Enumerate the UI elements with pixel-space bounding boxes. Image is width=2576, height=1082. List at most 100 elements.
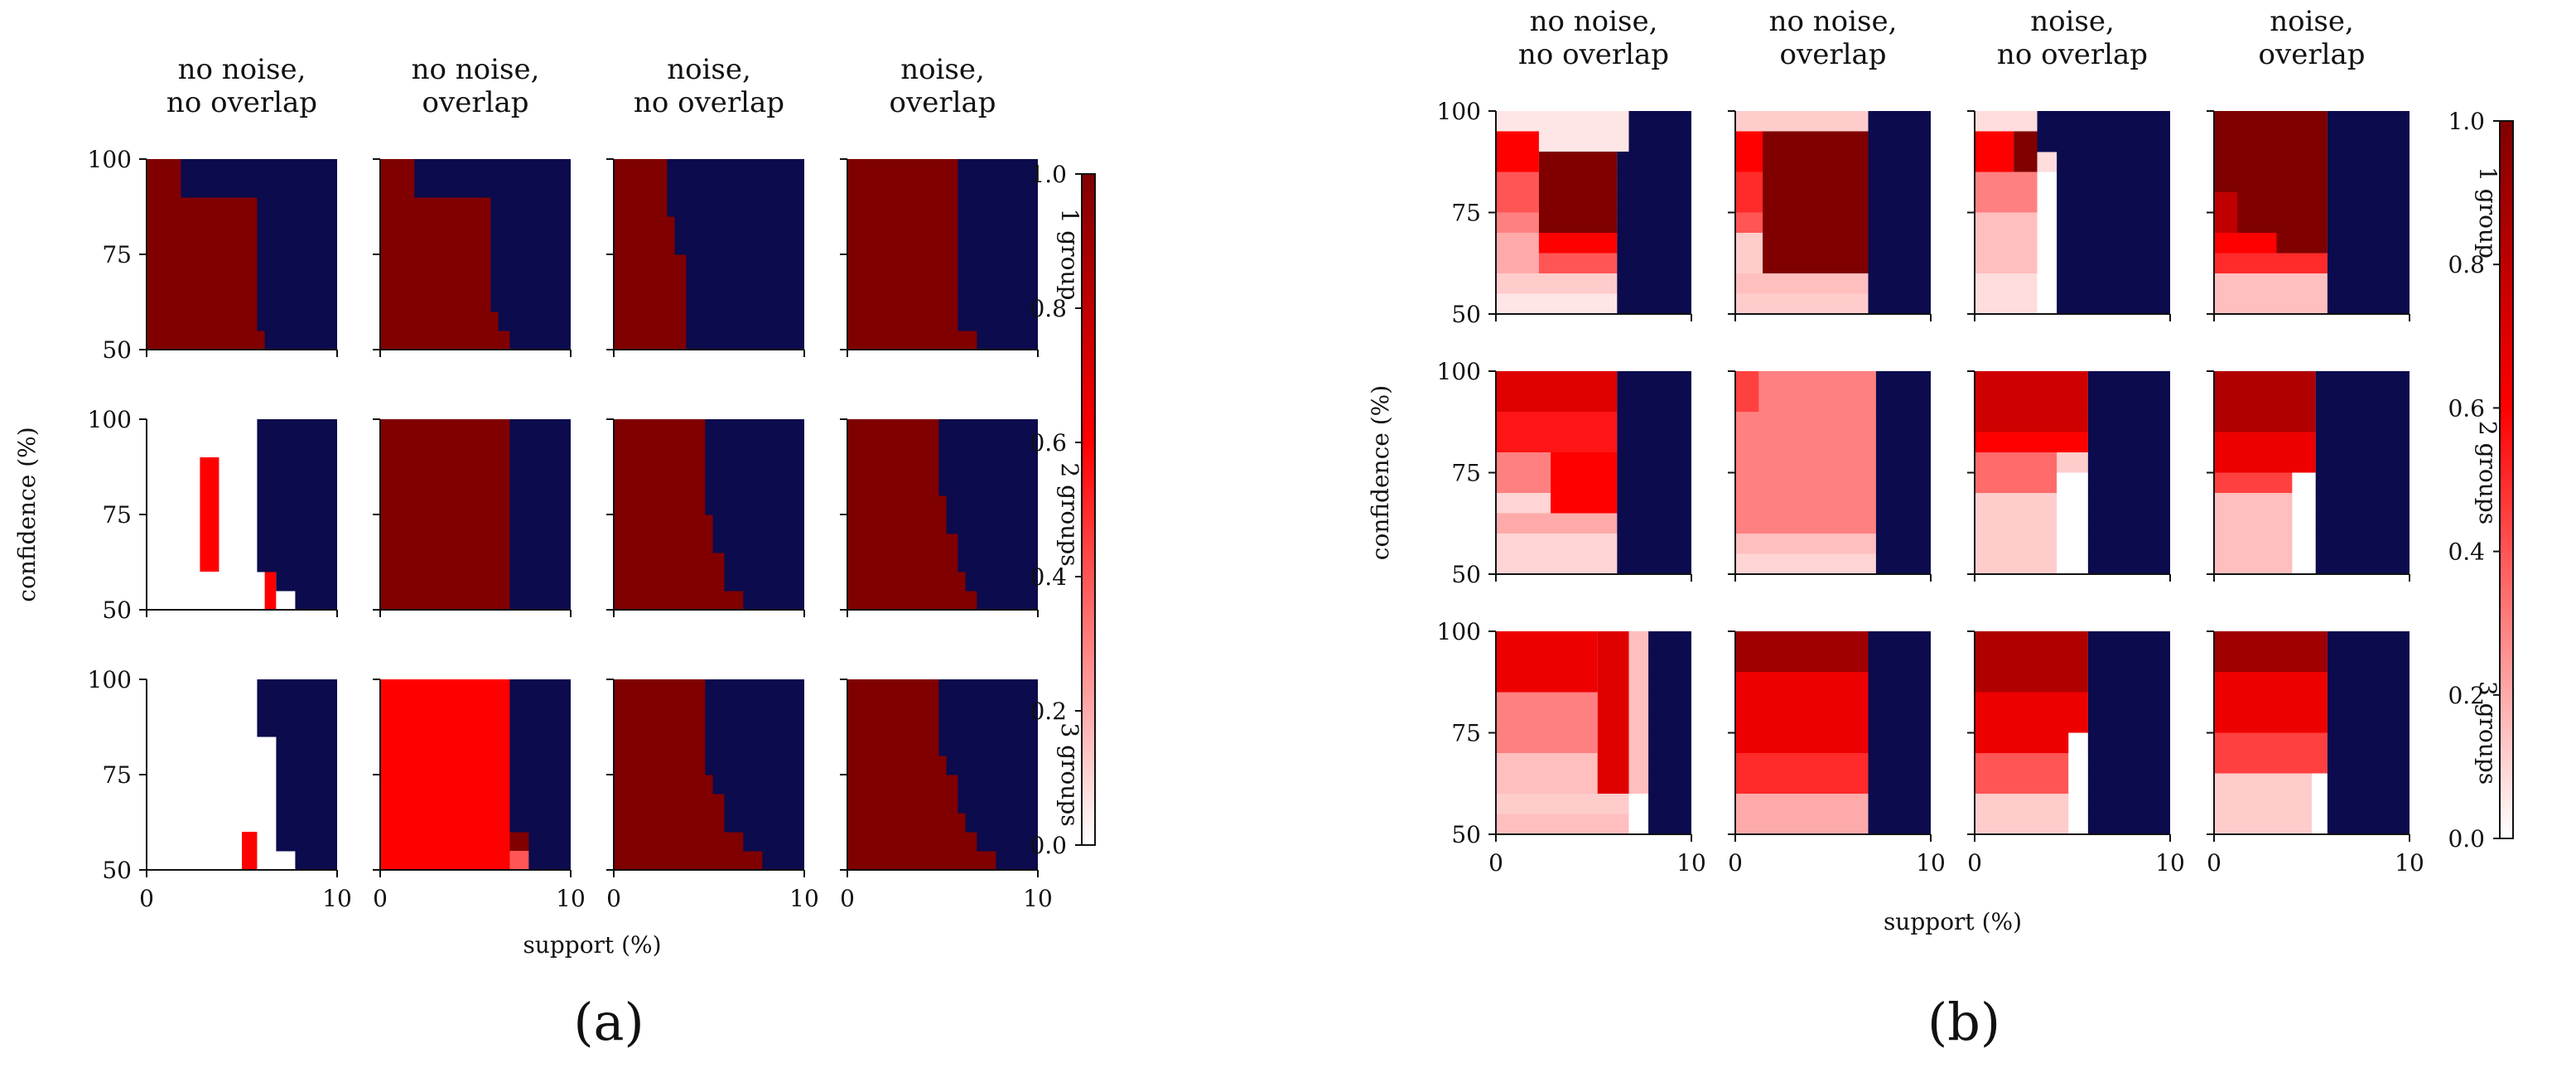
caption-a: (a) [573,992,644,1052]
heat-block-4 [1538,152,1618,233]
colorbar-tick-label: 1.0 [2448,108,2485,135]
heat-block-1 [2214,192,2238,233]
nan-region-step-3 [674,216,804,236]
nan-region-step-6 [712,534,804,553]
x-tick-label: 10 [322,885,352,912]
column-title-1: no overlap [166,86,317,119]
nan-region-step-0 [2037,111,2170,132]
nan-region-step-2 [1868,152,1931,172]
column-title-1: no noise, [178,53,306,86]
heat-block-6 [1538,253,1618,273]
heat-block-2 [1975,171,2038,213]
column-title-1: no overlap [1518,38,1669,71]
nan-region-step-6 [2327,233,2410,254]
nan-region-step-4 [946,495,1038,515]
nan-region-step-8 [2327,273,2410,294]
nan-region-step-1 [938,698,1038,718]
nan-region-step-9 [1875,553,1931,575]
heatmap-cell-3-4: 0 10 [2207,630,2424,877]
nan-region-step-8 [1875,534,1931,554]
x-tick-label: 0 [840,885,855,912]
heat-block-0 [200,457,219,572]
nan-region-step-4 [2087,712,2170,733]
nan-region-step-8 [958,312,1038,331]
nan-region-step-2 [509,457,571,477]
nan-region-step-6 [1617,493,1691,514]
nan-region-step-2 [1648,672,1691,693]
nan-region-step-9 [743,591,804,611]
nan-region-step-7 [1648,773,1691,795]
column-title-2: no noise, [1769,5,1898,38]
colorbar-tick-label: 1.0 [1030,161,1067,188]
nan-region-step-0 [1648,631,1691,652]
nan-region-step-3 [938,737,1038,756]
y-tick-label: 75 [1451,720,1481,747]
heatmap-cell-2-1: 50 75 100 [1437,358,1692,588]
nan-region-step-5 [2057,212,2170,234]
nan-region-step-3 [509,737,571,756]
nan-region-step-3 [276,737,337,756]
heat-block-1 [264,572,277,610]
heat-block-0 [1735,371,1759,412]
nan-region-step-7 [257,292,337,312]
nan-region-step-0 [938,419,1038,439]
heat-block-1 [1496,412,1618,452]
nan-region-step-8 [528,832,571,852]
nan-region-step-3 [1617,432,1691,453]
nan-region-step-7 [2327,253,2410,274]
colorbar-tick-label: 0.8 [2448,251,2485,278]
heat-block-2 [1496,692,1598,753]
nan-region-step-3 [257,476,337,496]
nan-region-step-9 [1617,553,1691,575]
nan-region-step-2 [958,197,1038,217]
nan-region-step-4 [276,756,337,775]
nan-region-step-0 [509,679,571,699]
nan-region-step-6 [686,273,804,293]
nan-region-step-1 [1648,651,1691,673]
nan-region-step-8 [965,572,1038,592]
heat-block-5 [1538,233,1618,254]
nan-region-step-0 [257,679,337,699]
nan-region-step-1 [938,438,1038,458]
column-title-4: noise, [900,53,985,86]
nan-region-step-9 [2087,553,2170,575]
nan-region-step-8 [743,832,804,852]
heat-block-2 [1551,452,1618,514]
nan-region-step-6 [1617,233,1691,254]
nan-region-step-2 [509,717,571,737]
nan-region-step-4 [2327,712,2410,733]
nan-region-step-6 [958,273,1038,293]
heat-block-1 [2014,131,2038,172]
nan-region-step-9 [509,331,571,350]
heatmap-cell-1-4 [840,158,1039,357]
nan-region-step-4 [1617,452,1691,473]
nan-region-step-3 [2057,171,2170,193]
nan-region-step-7 [257,553,337,572]
nan-region-step-1 [1868,131,1931,152]
caption-b: (b) [1927,992,2000,1052]
nan-region-step-4 [2057,192,2170,213]
nan-region-step-8 [977,832,1038,852]
nan-region-step-8 [257,312,337,331]
nan-region-step-0 [1875,371,1931,392]
heat-block-3 [2312,773,2328,834]
nan-region-step-3 [1648,692,1691,713]
nan-region-step-3 [2315,432,2410,453]
nan-region-step-2 [490,197,571,217]
nan-region-step-4 [958,235,1038,255]
nan-region-step-4 [2315,452,2410,473]
nan-region-step-9 [1648,814,1691,835]
nan-region-step-2 [2315,412,2410,432]
colorbar-tick-label: 0.8 [1030,295,1067,322]
nan-region-step-4 [509,756,571,775]
nan-region-step-4 [2087,452,2170,473]
nan-region-step-8 [1868,794,1931,814]
colorbar-tick-label: 0.0 [1030,832,1067,859]
nan-region-step-6 [1648,753,1691,774]
nan-region-step-9 [2057,293,2170,315]
nan-region-step-5 [1617,212,1691,234]
nan-region-step-1 [2315,391,2410,413]
nan-region-step-2 [1617,412,1691,432]
row-label-2: 2 groups [1056,462,1083,566]
